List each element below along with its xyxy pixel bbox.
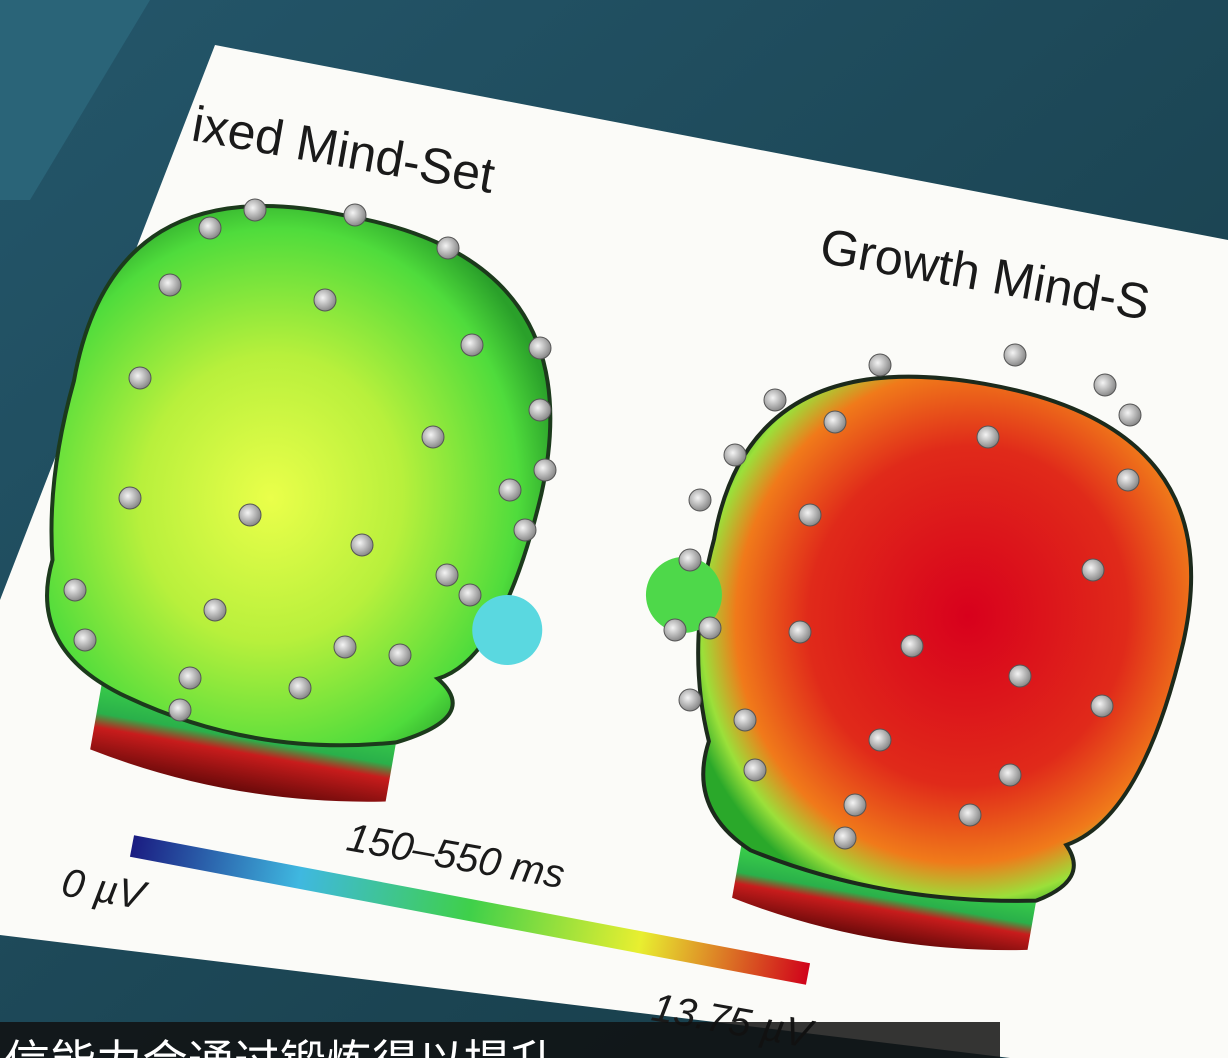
electrode xyxy=(128,366,152,390)
electrode xyxy=(460,333,484,357)
electrode xyxy=(528,336,552,360)
electrode xyxy=(723,443,747,467)
electrode xyxy=(788,620,812,644)
electrode xyxy=(63,578,87,602)
head-map xyxy=(45,203,553,748)
electrodes xyxy=(63,198,1142,850)
electrode xyxy=(168,698,192,722)
electrode xyxy=(203,598,227,622)
electrode xyxy=(998,763,1022,787)
electrode xyxy=(1093,373,1117,397)
electrode xyxy=(118,486,142,510)
side-panel xyxy=(0,0,150,200)
electrode xyxy=(763,388,787,412)
electrode xyxy=(698,616,722,640)
electrode xyxy=(350,533,374,557)
electrode xyxy=(1118,403,1142,427)
electrode xyxy=(843,793,867,817)
electrode xyxy=(1090,694,1114,718)
electrode xyxy=(198,216,222,240)
electrode xyxy=(958,803,982,827)
electrode xyxy=(158,273,182,297)
electrode xyxy=(663,618,687,642)
electrode xyxy=(688,488,712,512)
subtitle-bar xyxy=(0,1022,1000,1058)
electrode xyxy=(868,353,892,377)
electrode xyxy=(73,628,97,652)
electrode xyxy=(498,478,522,502)
electrode xyxy=(833,826,857,850)
color-bar xyxy=(129,835,811,985)
electrode xyxy=(421,425,445,449)
electrode xyxy=(1008,664,1032,688)
electrode xyxy=(528,398,552,422)
electrode xyxy=(678,548,702,572)
ear xyxy=(472,595,543,666)
electrode xyxy=(868,728,892,752)
electrode xyxy=(333,635,357,659)
electrode xyxy=(435,563,459,587)
electrode xyxy=(743,758,767,782)
electrode xyxy=(900,634,924,658)
head-map xyxy=(696,374,1194,903)
electrode xyxy=(733,708,757,732)
electrode xyxy=(976,425,1000,449)
left-head xyxy=(45,203,553,802)
electrode xyxy=(823,410,847,434)
electrode xyxy=(533,458,557,482)
ear xyxy=(645,556,722,633)
electrode xyxy=(513,518,537,542)
electrode xyxy=(238,503,262,527)
subtitle: 信能力会通过锻炼得以提升 xyxy=(4,1035,556,1058)
electrode xyxy=(313,288,337,312)
electrode xyxy=(388,643,412,667)
electrode xyxy=(1116,468,1140,492)
electrode xyxy=(678,688,702,712)
electrode xyxy=(458,583,482,607)
electrode xyxy=(436,236,460,260)
electrode xyxy=(1003,343,1027,367)
electrode xyxy=(343,203,367,227)
electrode xyxy=(178,666,202,690)
electrode xyxy=(1081,558,1105,582)
right-head xyxy=(645,374,1194,951)
electrode xyxy=(288,676,312,700)
electrode xyxy=(243,198,267,222)
electrode xyxy=(798,503,822,527)
